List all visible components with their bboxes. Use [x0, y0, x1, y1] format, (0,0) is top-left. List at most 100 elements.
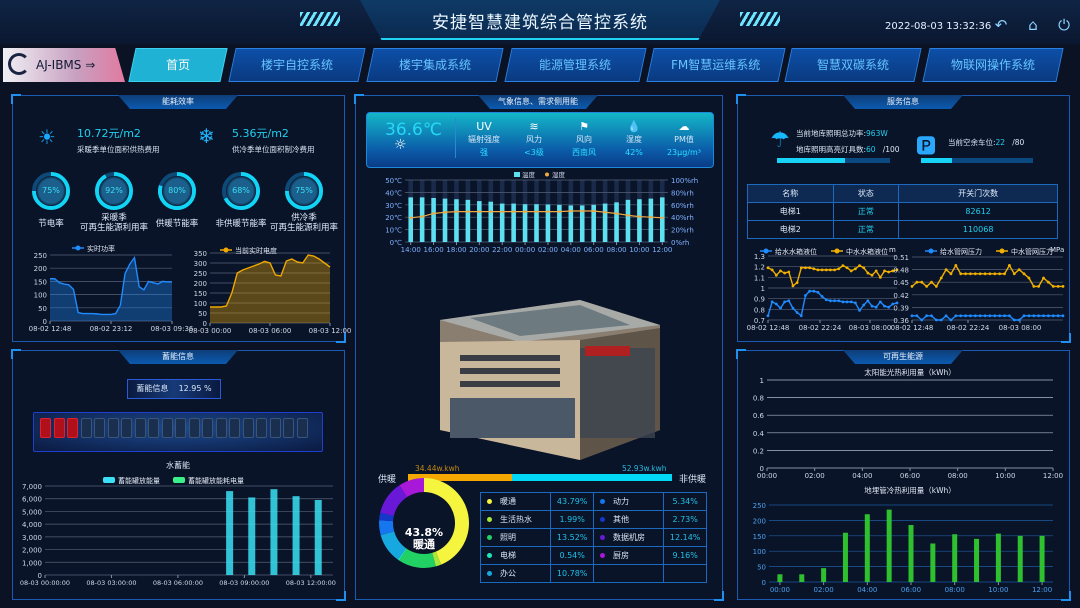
data-point	[1042, 276, 1045, 280]
humidity-point	[649, 215, 653, 219]
lamp-count: 地库照明高亮灯具数:60 /100	[796, 145, 900, 154]
x-tick-label: 00:00	[515, 246, 535, 254]
data-point	[774, 302, 778, 306]
menu-arrow-icon: ⇒	[85, 58, 96, 72]
x-tick-label: 16:00	[423, 246, 443, 254]
y-tick-label: 0	[203, 320, 207, 328]
data-point	[910, 285, 914, 288]
data-point	[862, 303, 866, 307]
y-tick-label: 0	[43, 318, 47, 326]
legend-row: 办公 10.78%	[479, 564, 707, 583]
table-header: 名称 状态 开关门次数	[747, 184, 1058, 203]
y-tick-label: 0	[38, 572, 42, 580]
data-point	[988, 314, 992, 318]
lamp-power: 当前地库照明总功率:963W	[796, 129, 888, 138]
ring-percent: 80%	[168, 186, 186, 195]
legend-dot	[487, 517, 492, 522]
data-point	[949, 318, 953, 322]
y-tick-label: 30℃	[385, 202, 402, 210]
data-point	[920, 318, 924, 322]
data-point	[858, 264, 861, 267]
data-point	[779, 269, 782, 273]
power-icon[interactable]: ⏻	[1058, 16, 1070, 34]
legend-name: 其他	[592, 510, 665, 529]
back-icon[interactable]: ↶	[994, 16, 1008, 34]
cooling-cost: 5.36元/m2	[232, 127, 289, 140]
y-right-tick-label: 0%rh	[671, 239, 689, 247]
donut-center-value: 43.8%	[404, 526, 444, 539]
series-line	[210, 254, 331, 308]
x-tick-label: 12:00	[1043, 472, 1063, 480]
humidity-point	[603, 210, 607, 214]
storage-bar	[248, 497, 256, 575]
y-tick-label: 50℃	[385, 177, 402, 185]
data-point	[998, 272, 1002, 276]
data-point	[930, 314, 933, 318]
data-point	[866, 299, 870, 303]
data-point	[1017, 268, 1021, 271]
temperature-bar	[648, 198, 654, 242]
data-point	[883, 304, 886, 308]
x-tick-label: 08-03 09:00:00	[219, 579, 269, 587]
x-tick-label: 06:00	[584, 246, 604, 254]
series-line	[912, 314, 1063, 321]
heating-value: 34.44w.kwh	[415, 464, 460, 473]
weather-item-label: 风向	[576, 135, 592, 144]
table-cell: 正常	[832, 220, 900, 239]
parking-spaces: 当前空余车位:22 /80	[948, 138, 1025, 147]
humidity-point	[443, 210, 447, 214]
y-tick-label: 5,000	[22, 508, 42, 516]
data-point	[964, 314, 967, 318]
legend-swatch	[103, 477, 115, 483]
data-point	[895, 301, 899, 305]
data-point	[983, 272, 987, 276]
x-tick-label: 08-02 12:48	[747, 324, 790, 332]
storage-cell	[121, 418, 132, 438]
weather-item-value: 42%	[625, 148, 643, 157]
storage-cell	[94, 418, 105, 438]
geo-bar	[995, 533, 1001, 582]
x-tick-label: 08-02 23:12	[90, 325, 133, 333]
temperature-bar	[431, 197, 436, 242]
storage-info-value: 12.95 %	[178, 384, 212, 393]
sun-icon: ☀	[38, 125, 56, 149]
weather-item-label: PM值	[674, 135, 694, 144]
home-icon[interactable]: ⌂	[1028, 16, 1038, 34]
data-point	[770, 268, 774, 272]
y-tick-label: 0.36	[893, 317, 909, 325]
donut-slice	[379, 512, 394, 522]
y-tick-label: 0.8	[754, 306, 765, 314]
weather-item: UV 辐射强度强	[454, 120, 514, 159]
data-point	[959, 314, 963, 318]
x-tick-label: 08-03 06:00	[249, 327, 292, 335]
storage-info-label: 蓄能信息	[136, 384, 169, 393]
storage-cell	[283, 418, 294, 438]
ring-gauge: 75%	[32, 172, 70, 210]
x-tick-label: 04:00	[561, 246, 581, 254]
data-point	[1037, 314, 1041, 318]
storage-cell	[175, 418, 186, 438]
panel-title: 服务信息	[843, 95, 963, 109]
donut-slice	[380, 485, 408, 516]
geo-bar	[930, 543, 936, 582]
y-tick-label: 4,000	[22, 521, 42, 529]
y-tick-label: 20℃	[385, 214, 402, 222]
humidity-point	[455, 210, 458, 213]
data-point	[849, 300, 853, 304]
data-point	[878, 300, 882, 304]
geo-bar	[1017, 535, 1023, 582]
data-point	[939, 276, 943, 280]
x-tick-label: 08-02 12:48	[29, 325, 72, 333]
x-tick-label: 08-02 12:48	[891, 324, 934, 332]
panel-title: 可再生能源	[843, 350, 963, 364]
storage-chart-title: 水蓄能	[166, 461, 190, 470]
storage-bar	[292, 496, 300, 575]
data-point	[891, 302, 895, 306]
data-point	[1032, 285, 1036, 288]
data-point	[969, 314, 972, 318]
nonheating-value: 52.93w.kwh	[622, 464, 667, 473]
data-point	[1003, 314, 1006, 318]
humidity-point	[512, 210, 515, 213]
humidity-point	[466, 210, 470, 213]
x-tick-label: 08-03 12:00	[309, 327, 352, 335]
